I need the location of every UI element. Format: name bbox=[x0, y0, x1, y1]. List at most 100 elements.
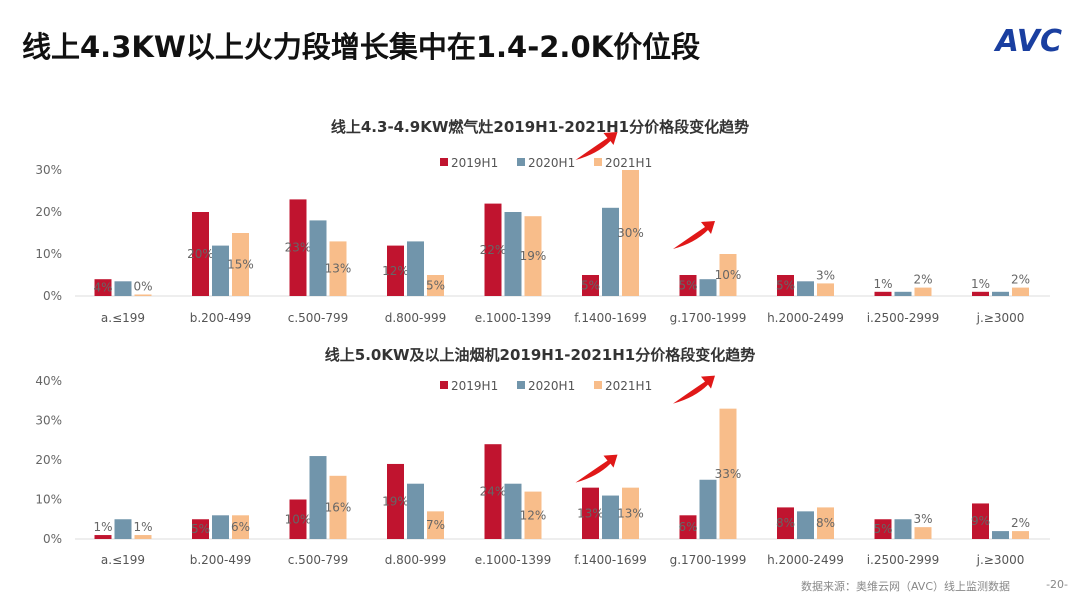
bar-2020H1 bbox=[797, 511, 814, 539]
data-label: 1% bbox=[133, 520, 152, 534]
bar-2021H1 bbox=[719, 408, 737, 539]
legend-swatch bbox=[594, 158, 602, 166]
y-tick-label: 20% bbox=[35, 205, 62, 219]
y-tick-label: 30% bbox=[35, 414, 62, 428]
data-label: 19% bbox=[382, 494, 409, 508]
chart-title: 线上4.3-4.9KW燃气灶2019H1-2021H1分价格段变化趋势 bbox=[331, 118, 749, 136]
legend-swatch bbox=[594, 381, 602, 389]
y-tick-label: 0% bbox=[43, 289, 62, 303]
bar-2020H1 bbox=[504, 483, 522, 539]
data-label: 7% bbox=[426, 518, 445, 532]
bar-2019H1 bbox=[582, 275, 599, 296]
bar-2021H1 bbox=[524, 491, 542, 539]
bar-2020H1 bbox=[309, 220, 327, 296]
data-label: 2% bbox=[913, 273, 932, 287]
bar-2019H1 bbox=[777, 507, 794, 539]
category-label: b.200-499 bbox=[190, 553, 252, 567]
data-label: 5% bbox=[776, 279, 795, 293]
bar-2020H1 bbox=[309, 456, 327, 539]
category-label: c.500-799 bbox=[288, 553, 349, 567]
bar-2020H1 bbox=[992, 531, 1009, 539]
y-tick-label: 40% bbox=[35, 374, 62, 388]
category-label: e.1000-1399 bbox=[475, 311, 552, 325]
category-label: d.800-999 bbox=[385, 311, 447, 325]
category-label: f.1400-1699 bbox=[574, 311, 647, 325]
bar-2021H1 bbox=[914, 287, 932, 296]
data-label: 3% bbox=[816, 268, 835, 282]
bar-2019H1 bbox=[679, 275, 697, 296]
legend-swatch bbox=[517, 158, 525, 166]
bar-2019H1 bbox=[972, 291, 989, 296]
bar-2021H1 bbox=[232, 515, 249, 539]
category-label: e.1000-1399 bbox=[475, 553, 552, 567]
data-label: 5% bbox=[191, 522, 210, 536]
data-label: 4% bbox=[93, 281, 112, 295]
bar-2019H1 bbox=[874, 291, 892, 296]
category-label: j.≥3000 bbox=[976, 311, 1025, 325]
data-label: 8% bbox=[776, 516, 795, 530]
legend-label: 2020H1 bbox=[528, 156, 575, 170]
bar-2021H1 bbox=[622, 170, 639, 296]
y-tick-label: 10% bbox=[35, 493, 62, 507]
bar-2020H1 bbox=[212, 515, 229, 539]
data-label: 9% bbox=[971, 514, 990, 528]
bar-2020H1 bbox=[699, 479, 717, 539]
bar-2019H1 bbox=[679, 515, 697, 539]
data-label: 13% bbox=[577, 506, 604, 520]
bar-2021H1 bbox=[1012, 287, 1029, 296]
y-tick-label: 30% bbox=[35, 163, 62, 177]
bar-2021H1 bbox=[914, 527, 932, 539]
bar-2019H1 bbox=[289, 199, 307, 296]
growth-arrow-icon bbox=[575, 132, 618, 160]
data-label: 6% bbox=[678, 520, 697, 534]
bar-2019H1 bbox=[777, 275, 794, 296]
legend-swatch bbox=[440, 381, 448, 389]
data-label: 33% bbox=[715, 467, 742, 481]
data-label: 2% bbox=[1011, 516, 1030, 530]
data-label: 30% bbox=[617, 226, 644, 240]
data-label: 5% bbox=[678, 279, 697, 293]
data-label: 16% bbox=[325, 500, 352, 514]
data-label: 3% bbox=[913, 512, 932, 526]
chart-title: 线上5.0KW及以上油烟机2019H1-2021H1分价格段变化趋势 bbox=[325, 346, 755, 364]
category-label: d.800-999 bbox=[385, 553, 447, 567]
category-label: a.≤199 bbox=[101, 553, 145, 567]
data-label: 20% bbox=[187, 247, 214, 261]
bar-2020H1 bbox=[894, 291, 912, 296]
data-label: 10% bbox=[285, 512, 312, 526]
bar-2020H1 bbox=[114, 519, 132, 539]
data-label: 1% bbox=[873, 277, 892, 291]
bar-2020H1 bbox=[797, 281, 814, 296]
bar-2021H1 bbox=[134, 294, 152, 296]
bar-2019H1 bbox=[972, 503, 989, 539]
category-label: i.2500-2999 bbox=[867, 311, 940, 325]
legend-label: 2019H1 bbox=[451, 379, 498, 393]
data-label: 8% bbox=[816, 516, 835, 530]
data-source: 数据来源：奥维云网（AVC）线上监测数据 bbox=[800, 580, 1010, 593]
bar-2020H1 bbox=[602, 207, 619, 296]
category-label: a.≤199 bbox=[101, 311, 145, 325]
bar-2020H1 bbox=[602, 495, 619, 539]
bar-2021H1 bbox=[134, 535, 152, 539]
growth-arrow-icon bbox=[575, 454, 618, 483]
category-label: g.1700-1999 bbox=[670, 311, 747, 325]
bar-2021H1 bbox=[1012, 531, 1029, 539]
data-label: 1% bbox=[971, 277, 990, 291]
legend-label: 2020H1 bbox=[528, 379, 575, 393]
legend-swatch bbox=[440, 158, 448, 166]
data-label: 13% bbox=[325, 262, 352, 276]
category-label: h.2000-2499 bbox=[767, 311, 844, 325]
category-label: c.500-799 bbox=[288, 311, 349, 325]
bar-2020H1 bbox=[114, 281, 132, 296]
avc-logo: AVC bbox=[995, 24, 1062, 59]
bar-2019H1 bbox=[289, 499, 307, 539]
bar-2020H1 bbox=[504, 212, 522, 296]
bar-2019H1 bbox=[387, 245, 404, 296]
data-label: 5% bbox=[426, 279, 445, 293]
data-label: 1% bbox=[93, 520, 112, 534]
page-title: 线上4.3KW以上火力段增长集中在1.4-2.0K价位段 bbox=[22, 30, 701, 64]
bar-2019H1 bbox=[94, 535, 112, 539]
bar-2019H1 bbox=[192, 519, 209, 539]
bar-2021H1 bbox=[232, 233, 249, 296]
bar-2020H1 bbox=[212, 245, 229, 296]
